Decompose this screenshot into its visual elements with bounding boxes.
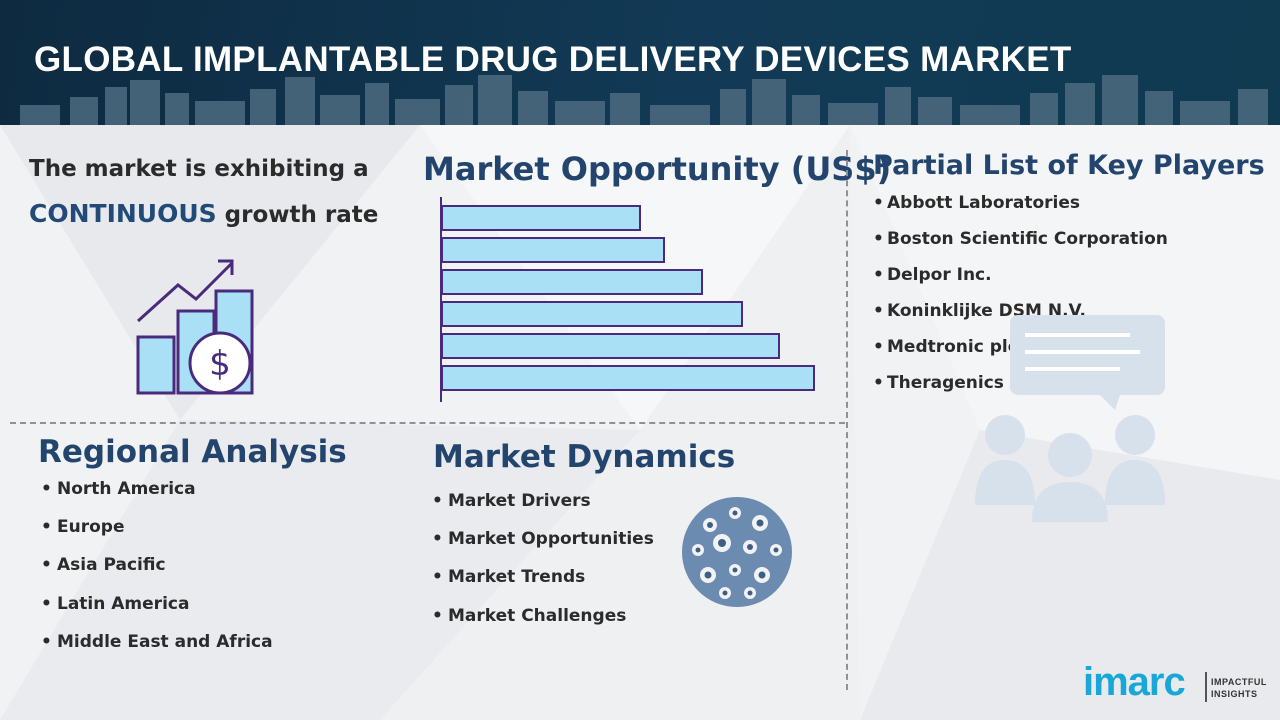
list-item: • Market Drivers [432, 491, 591, 511]
city-skyline [20, 75, 1268, 125]
logo-tagline-1: IMPACTFUL [1211, 677, 1267, 687]
list-item: • Market Challenges [432, 606, 627, 626]
growth-chart-dollar-icon: $ [136, 259, 254, 395]
list-item: • North America [41, 479, 196, 499]
region-name: North America [57, 479, 196, 499]
list-item: • Abbott Laboratories [873, 193, 1081, 213]
list-item: • Asia Pacific [41, 555, 166, 575]
vertical-divider [846, 150, 848, 690]
page-title: GLOBAL IMPLANTABLE DRUG DELIVERY DEVICES… [34, 40, 1072, 79]
list-item: • Boston Scientific Corporation [873, 229, 1168, 249]
growth-statement-line2: CONTINUOUS growth rate [29, 199, 378, 228]
list-item: • Middle East and Africa [41, 632, 273, 652]
chart-bar [441, 269, 703, 295]
key-player-name: Abbott Laboratories [887, 193, 1081, 213]
list-item: • Medtronic plc [873, 337, 1018, 357]
logo-wordmark: imarc [1083, 660, 1186, 704]
region-name: Europe [57, 517, 125, 537]
logo-divider [1205, 672, 1207, 702]
chart-bar [441, 301, 743, 327]
dynamics-item: Market Drivers [448, 491, 591, 511]
key-player-name: Boston Scientific Corporation [887, 229, 1168, 249]
list-item: • Market Trends [432, 567, 586, 587]
chart-bar [441, 237, 665, 263]
dynamics-item: Market Challenges [448, 606, 627, 626]
growth-statement-rest: growth rate [216, 202, 379, 228]
key-player-name: Delpor Inc. [887, 265, 992, 285]
logo-tagline-2: INSIGHTS [1211, 689, 1258, 699]
chart-bar [441, 365, 815, 391]
horizontal-divider [10, 422, 845, 424]
list-item: • Europe [41, 517, 125, 537]
people-chat-icon [975, 315, 1165, 522]
regional-analysis-title: Regional Analysis [38, 434, 347, 470]
gears-sphere-icon [682, 497, 792, 607]
chart-bar [441, 205, 641, 231]
region-name: Middle East and Africa [57, 632, 273, 652]
market-opportunity-chart [440, 197, 815, 402]
region-name: Latin America [57, 594, 190, 614]
chart-bar [441, 333, 780, 359]
growth-statement-line1: The market is exhibiting a [29, 156, 369, 182]
list-item: • Market Opportunities [432, 529, 654, 549]
region-name: Asia Pacific [57, 555, 166, 575]
market-opportunity-title: Market Opportunity (US$) [423, 150, 892, 188]
key-player-name: Medtronic plc [887, 337, 1018, 357]
imarc-logo: imarc IMPACTFUL INSIGHTS [1083, 660, 1268, 710]
list-item: • Delpor Inc. [873, 265, 992, 285]
dynamics-item: Market Trends [448, 567, 586, 587]
market-dynamics-title: Market Dynamics [433, 439, 736, 475]
svg-text:$: $ [209, 344, 231, 384]
growth-highlight: CONTINUOUS [29, 199, 217, 228]
list-item: • Latin America [41, 594, 190, 614]
dynamics-item: Market Opportunities [448, 529, 654, 549]
key-players-title: Partial List of Key Players [873, 150, 1265, 181]
header-banner: GLOBAL IMPLANTABLE DRUG DELIVERY DEVICES… [0, 0, 1280, 125]
